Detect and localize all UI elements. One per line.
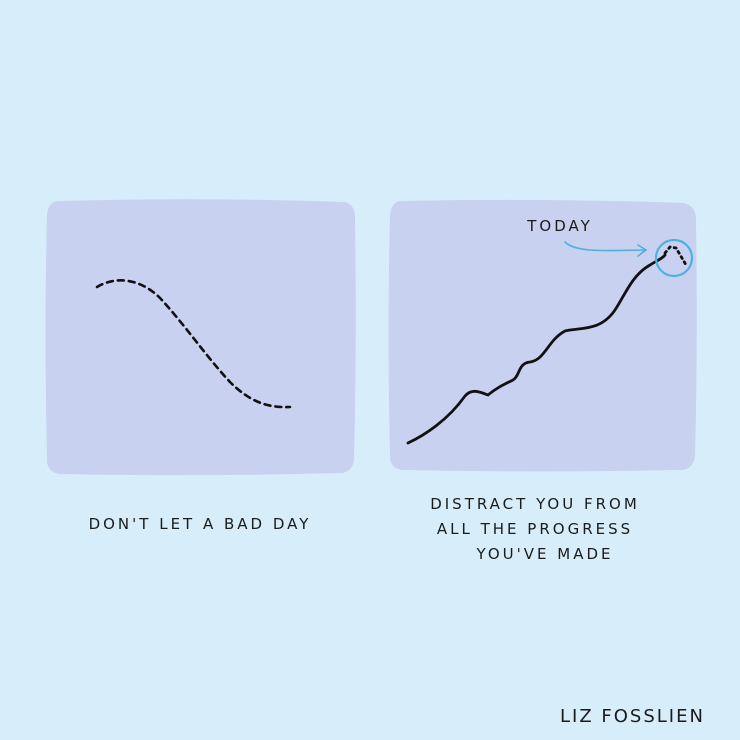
left-panel <box>45 199 356 476</box>
left-caption: DON'T LET A BAD DAY <box>88 515 312 533</box>
caption-line: DISTRACT YOU FROM <box>430 495 640 513</box>
arrow-icon <box>564 241 648 257</box>
right-caption: DISTRACT YOU FROM ALL THE PROGRESS YOU'V… <box>395 492 675 567</box>
progress-line <box>406 253 667 445</box>
bad-day-dashed-line <box>95 279 292 409</box>
today-label: TODAY <box>527 217 593 235</box>
signature: LIZ FOSSLIEN <box>560 706 705 727</box>
right-panel <box>388 199 697 472</box>
today-highlight-circle <box>654 238 694 278</box>
caption-line: YOU'VE MADE <box>476 545 614 563</box>
today-dip-dotted-line <box>663 245 688 267</box>
caption-line: ALL THE PROGRESS <box>436 520 634 538</box>
